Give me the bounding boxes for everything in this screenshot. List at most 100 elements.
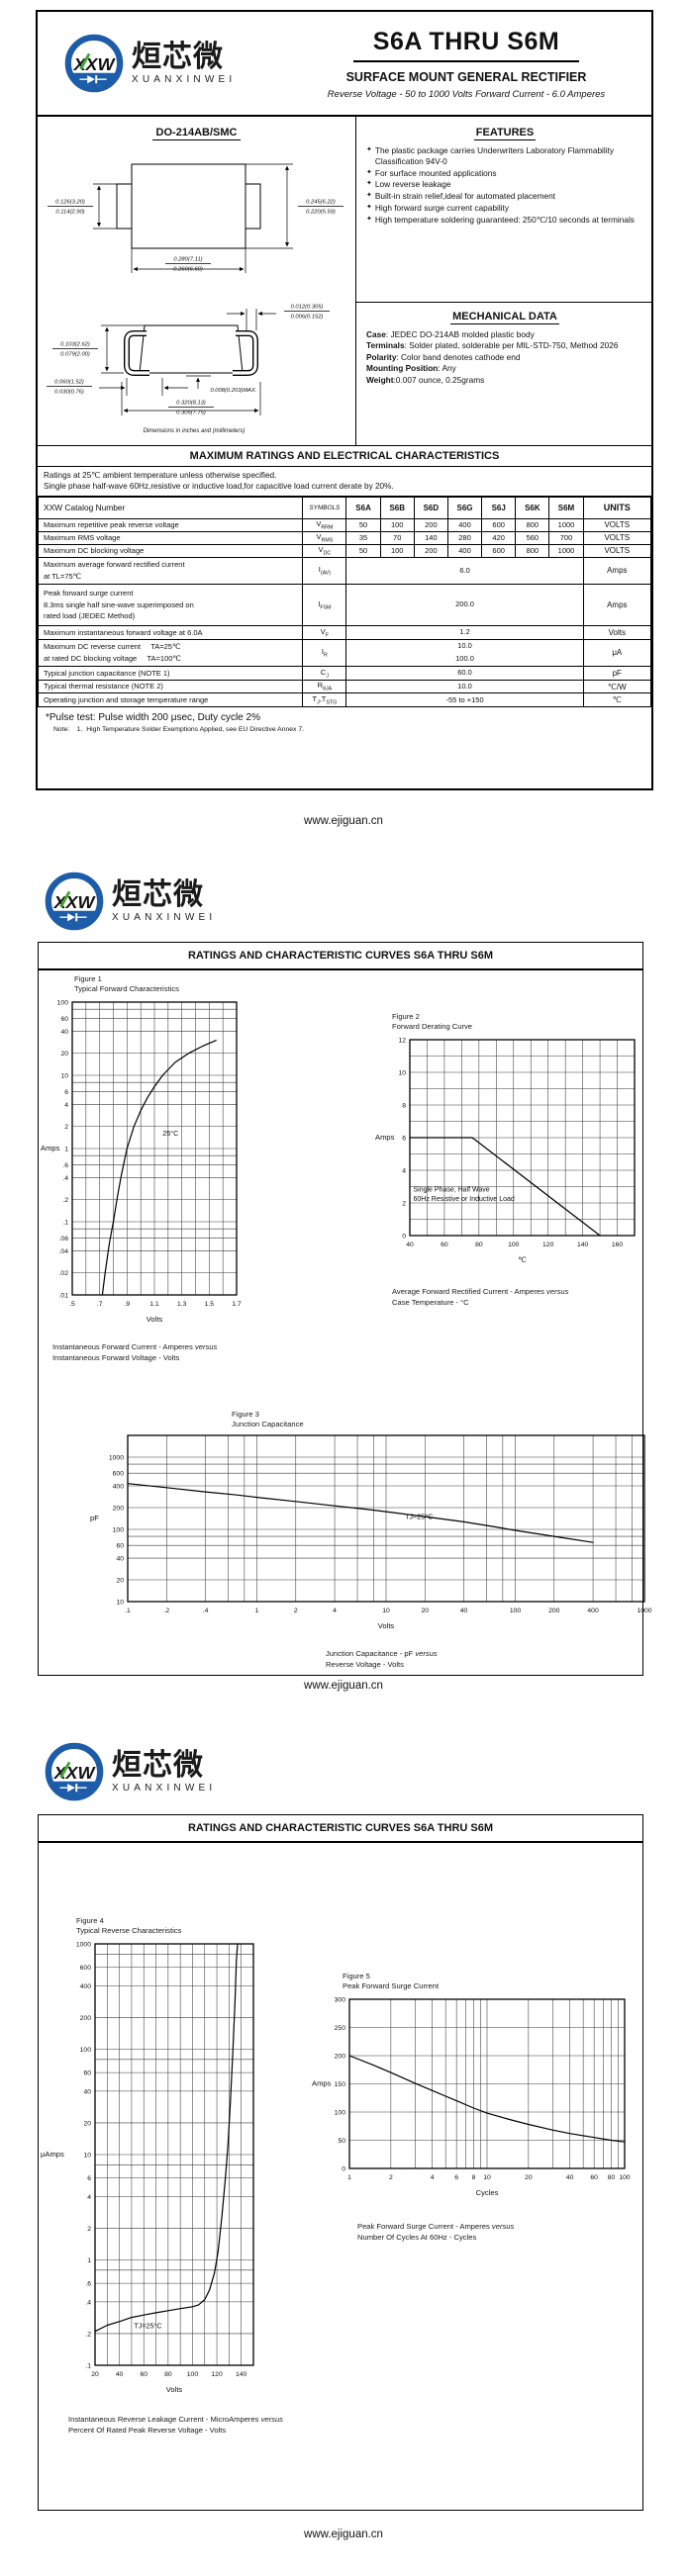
svg-text:40: 40 <box>460 1608 468 1614</box>
svg-text:140: 140 <box>577 1242 589 1248</box>
svg-text:1.7: 1.7 <box>232 1301 242 1308</box>
footer-url[interactable]: www.ejiguan.cn <box>304 2529 383 2540</box>
svg-text:TJ=25°C: TJ=25°C <box>405 1512 433 1520</box>
svg-text:Single Phase, Half Wave: Single Phase, Half Wave <box>413 1186 489 1193</box>
svg-text:℃: ℃ <box>518 1255 527 1264</box>
package-name: DO-214AB/SMC <box>38 127 355 140</box>
svg-text:0.126(3.20): 0.126(3.20) <box>55 200 85 206</box>
svg-text:4: 4 <box>333 1608 337 1614</box>
parameter-unit: Amps <box>582 556 652 585</box>
svg-text:6: 6 <box>402 1135 406 1142</box>
parameter-description: Typical thermal resistance (NOTE 2) <box>37 679 304 694</box>
svg-text:TJ=25°C: TJ=25°C <box>134 2322 161 2331</box>
parameter-unit: Amps <box>582 583 652 626</box>
svg-text:.4: .4 <box>62 1175 68 1182</box>
svg-text:4: 4 <box>64 1102 68 1109</box>
svg-text:600: 600 <box>80 1965 92 1972</box>
parameter-value: 700 <box>548 530 584 545</box>
figure-5-caption: Peak Forward Surge Current - Amperes ver… <box>357 2222 515 2242</box>
svg-text:Amps: Amps <box>375 1133 395 1142</box>
parameter-description: Maximum repetitive peak reverse voltage <box>37 517 304 532</box>
parameter-description: Maximum DC blocking voltage <box>37 543 304 558</box>
svg-text:0.245(6.22): 0.245(6.22) <box>306 200 336 206</box>
mechanical-data-item: Weight:0.007 ounce, 0.25grams <box>366 374 485 385</box>
parameter-value: 50 <box>345 543 381 558</box>
svg-text:10: 10 <box>483 2174 491 2181</box>
parameter-value: 420 <box>481 530 517 545</box>
svg-text:60: 60 <box>116 1543 124 1550</box>
parameter-symbol: I(AV) <box>302 556 347 585</box>
svg-text:100: 100 <box>335 2109 346 2116</box>
parameter-value: 200 <box>413 543 448 558</box>
svg-text:400: 400 <box>80 1983 92 1990</box>
logo-monogram: XXW <box>53 892 97 912</box>
svg-text:1000: 1000 <box>637 1608 651 1614</box>
svg-text:140: 140 <box>236 2371 247 2378</box>
title-block: S6A THRU S6M SURFACE MOUNT GENERAL RECTI… <box>295 28 651 100</box>
brand-logo: XXW 烜芯微 XUANXINWEI <box>44 871 216 932</box>
brand-name-zh: 烜芯微 <box>112 877 204 911</box>
parameter-value: 400 <box>446 517 483 532</box>
svg-text:.1: .1 <box>125 1608 131 1614</box>
svg-text:200: 200 <box>548 1608 560 1614</box>
svg-text:2: 2 <box>389 2174 393 2181</box>
figure-1-chart: .5 .7 .9 1.1 1.3 1.5 1.7 100 60 40 20 10 6 4 2 1 .6 .4 .2.… <box>41 999 242 1324</box>
features-section: FEATURES ✦ The plastic package carries Un… <box>356 117 651 303</box>
table-row: Maximum instantaneous forward voltage at… <box>37 624 652 640</box>
parameter-value: -55 to +150 <box>345 692 584 708</box>
mechanical-data-section: MECHANICAL DATA Case: JEDEC DO-214AB mol… <box>356 303 651 445</box>
feature-item: ✦ For surface mounted applications <box>366 168 643 179</box>
footer-url[interactable]: www.ejiguan.cn <box>304 1680 383 1692</box>
feature-text: High forward surge current capability <box>374 203 509 214</box>
features-mechanical-panel: FEATURES ✦ The plastic package carries Un… <box>356 117 651 445</box>
svg-text:100: 100 <box>510 1608 522 1614</box>
pulse-test-note: *Pulse test: Pulse width 200 μsec, Duty … <box>46 712 260 724</box>
svg-text:100: 100 <box>80 2047 92 2054</box>
svg-text:Cycles: Cycles <box>476 2188 499 2197</box>
svg-text:.5: .5 <box>69 1301 75 1308</box>
svg-text:400: 400 <box>113 1483 125 1490</box>
parameter-description: Typical junction capacitance (NOTE 1) <box>37 665 304 681</box>
svg-text:10: 10 <box>398 1069 406 1076</box>
svg-text:.02: .02 <box>59 1270 69 1277</box>
svg-text:100: 100 <box>187 2371 199 2378</box>
svg-text:60: 60 <box>140 2371 147 2378</box>
svg-text:2: 2 <box>87 2226 91 2233</box>
parameter-value: 600 <box>481 517 517 532</box>
svg-text:.06: .06 <box>59 1236 69 1242</box>
svg-text:60: 60 <box>590 2174 598 2181</box>
svg-text:0.030(0.76): 0.030(0.76) <box>54 390 84 396</box>
parameter-unit: ℃ <box>582 692 652 708</box>
ratings-section-heading: MAXIMUM RATINGS AND ELECTRICAL CHARACTER… <box>38 446 651 467</box>
svg-text:.4: .4 <box>203 1608 209 1614</box>
svg-text:12: 12 <box>398 1037 406 1044</box>
mechanical-data-item: Terminals: Solder plated, solderable per… <box>366 340 619 351</box>
figure-4-caption: Instantaneous Reverse Leakage Current - … <box>68 2415 283 2435</box>
svg-text:.6: .6 <box>62 1162 68 1169</box>
svg-text:25°C: 25°C <box>162 1129 178 1138</box>
table-notes: *Pulse test: Pulse width 200 μsec, Duty … <box>38 707 651 788</box>
parameter-value: 70 <box>379 530 415 545</box>
figure-3-caption: Junction Capacitance - pF versus Reverse… <box>326 1649 438 1669</box>
svg-text:160: 160 <box>612 1242 624 1248</box>
do-214ab-outline: 0.126(3.20) 0.114(2.90) 0.245(6.22) 0.22… <box>47 163 344 434</box>
feature-item: ✦ High forward surge current capability <box>366 203 643 214</box>
logo-monogram: XXW <box>73 54 117 74</box>
figure-2-caption: Average Forward Rectified Current - Ampe… <box>392 1287 569 1307</box>
parameter-value: 400 <box>446 543 483 558</box>
svg-text:60: 60 <box>83 2070 91 2077</box>
svg-text:20: 20 <box>525 2174 533 2181</box>
figure-4-title: Figure 4 Typical Reverse Characteristics <box>76 1916 182 1936</box>
xxw-logo-mark: XXW <box>45 872 104 931</box>
figure-2: Figure 2 Forward Derating Curve 40 60 80 100… <box>373 1012 642 1308</box>
svg-text:Volts: Volts <box>378 1621 395 1630</box>
parameter-value: 560 <box>515 530 550 545</box>
figure-5-title: Figure 5 Peak Forward Surge Current <box>343 1972 440 1991</box>
svg-text:Amps: Amps <box>41 1144 60 1152</box>
svg-text:.2: .2 <box>62 1197 68 1204</box>
svg-text:Volts: Volts <box>147 1315 163 1324</box>
table-row: Maximum DC reverse current TA=25℃ at rat… <box>37 638 652 667</box>
footer-url[interactable]: www.ejiguan.cn <box>304 815 383 827</box>
table-row: Maximum average forward rectified curren… <box>37 556 652 585</box>
